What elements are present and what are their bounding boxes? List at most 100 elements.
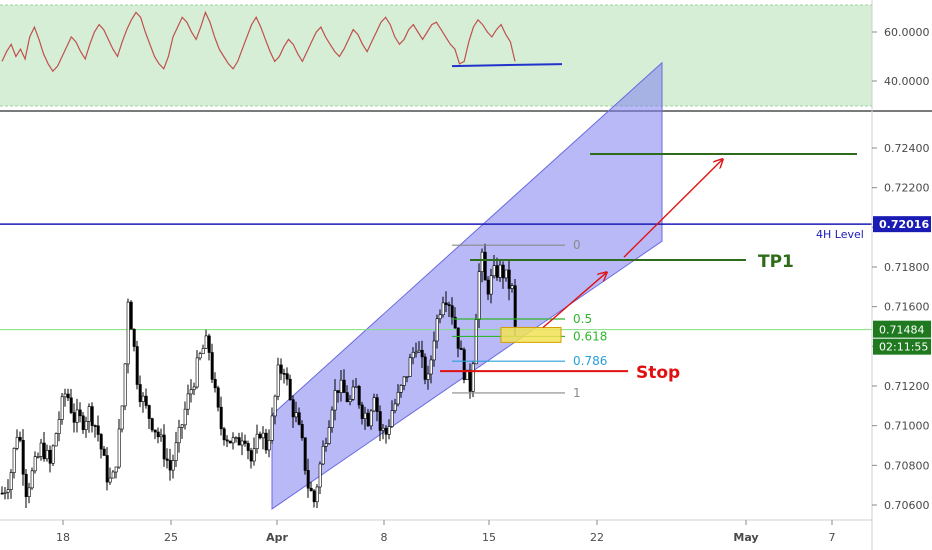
- candle-body: [414, 351, 418, 354]
- candle-body: [492, 265, 496, 277]
- candle-body: [210, 352, 214, 380]
- candle-body: [36, 456, 40, 458]
- candle-body: [231, 437, 235, 444]
- time-tick-label: 15: [482, 531, 496, 544]
- candle-body: [39, 442, 43, 457]
- candle-body: [471, 363, 475, 392]
- projection-arrow-2[interactable]: [623, 160, 722, 258]
- candle-body: [204, 335, 208, 349]
- price-axis[interactable]: 60.000040.00000.724000.722000.720000.718…: [871, 0, 931, 550]
- candle-body: [486, 279, 490, 295]
- candle-body: [411, 352, 415, 359]
- level-4h-badge-text: 0.72016: [879, 218, 929, 231]
- candle-body: [477, 271, 481, 321]
- candle-body: [276, 364, 280, 397]
- candle-body: [396, 392, 400, 405]
- time-tick-label: 25: [164, 531, 178, 544]
- fib-level-label: 0.618: [573, 329, 607, 343]
- candle-body: [432, 340, 436, 361]
- candle-body: [318, 463, 322, 488]
- price-pane: 4H Level 0 0.5 0.618 0.786 1 TP1 Stop: [0, 61, 872, 510]
- candle-body: [291, 399, 295, 418]
- fib-level-label: 1: [573, 386, 581, 400]
- candle-body: [3, 491, 7, 494]
- candle-body: [129, 301, 133, 330]
- candle-body: [366, 412, 370, 427]
- candle-body: [423, 356, 427, 380]
- candle-body: [399, 385, 403, 393]
- candle-body: [69, 397, 73, 413]
- candle-body: [75, 409, 79, 423]
- candle-body: [99, 434, 103, 450]
- candle-body: [141, 395, 145, 402]
- time-tick-label: 22: [590, 531, 604, 544]
- candle-body: [297, 412, 301, 425]
- price-tick-label: 0.71000: [884, 420, 930, 433]
- entry-zone-box[interactable]: [500, 326, 562, 343]
- candle-body: [108, 477, 112, 483]
- candle-body: [246, 443, 250, 451]
- candle-body: [51, 445, 55, 464]
- candle-body: [87, 406, 91, 422]
- candle-body: [393, 403, 397, 411]
- candle-body: [462, 349, 466, 380]
- candle-body: [180, 424, 184, 428]
- candle-body: [324, 443, 328, 447]
- candle-body: [321, 445, 325, 465]
- candle-body: [267, 440, 271, 451]
- candle-body: [219, 406, 223, 430]
- candle-body: [225, 439, 229, 442]
- candle-body: [102, 448, 106, 456]
- candle-body: [153, 429, 157, 433]
- candle-body: [345, 392, 349, 402]
- candle-body: [12, 448, 16, 473]
- candle-body: [195, 357, 199, 388]
- candle-body: [438, 314, 442, 320]
- candle-body: [375, 397, 379, 412]
- candle-body: [498, 264, 502, 278]
- candle-body: [417, 349, 421, 353]
- candle-body: [339, 379, 343, 393]
- candle-body: [45, 449, 49, 460]
- candle-body: [24, 473, 28, 497]
- candle-body: [315, 486, 319, 503]
- time-tick-label: May: [733, 531, 758, 544]
- candle-body: [6, 489, 10, 493]
- candle-body: [303, 437, 307, 471]
- candle-body: [105, 455, 109, 483]
- candle-body: [186, 393, 190, 410]
- current-price-badge: [873, 320, 931, 338]
- projection-arrow-1[interactable]: [542, 273, 606, 329]
- candle-body: [261, 432, 265, 439]
- fib-level-label: 0.5: [573, 312, 592, 326]
- candle-body: [468, 369, 472, 392]
- candle-body: [9, 472, 13, 490]
- tp1-label: TP1: [758, 252, 794, 272]
- countdown-badge: [873, 338, 931, 355]
- time-axis[interactable]: 18 25 Apr 8 15 22 May 7: [0, 519, 872, 544]
- level-4h-label: 4H Level: [816, 228, 864, 241]
- candle-body: [90, 406, 94, 426]
- candle-body: [78, 409, 82, 417]
- rsi-support-line[interactable]: [451, 63, 563, 68]
- price-tick-label: 0.71800: [884, 261, 930, 274]
- candle-body: [114, 466, 118, 473]
- candle-body: [93, 425, 97, 427]
- ascending-channel[interactable]: [271, 61, 663, 510]
- candle-body: [285, 373, 289, 380]
- candle-body: [258, 433, 262, 439]
- candle-body: [168, 460, 172, 471]
- candle-body: [120, 405, 124, 430]
- candle-body: [255, 433, 259, 450]
- candle-body: [282, 373, 286, 375]
- candle-body: [480, 251, 484, 272]
- candle-body: [441, 302, 445, 316]
- candle-body: [183, 408, 187, 426]
- candle-body: [501, 264, 505, 279]
- candle-body: [21, 440, 25, 475]
- candle-body: [453, 316, 457, 329]
- candle-body: [456, 327, 460, 349]
- level-4h-badge: [873, 216, 931, 233]
- candle-body: [378, 411, 382, 431]
